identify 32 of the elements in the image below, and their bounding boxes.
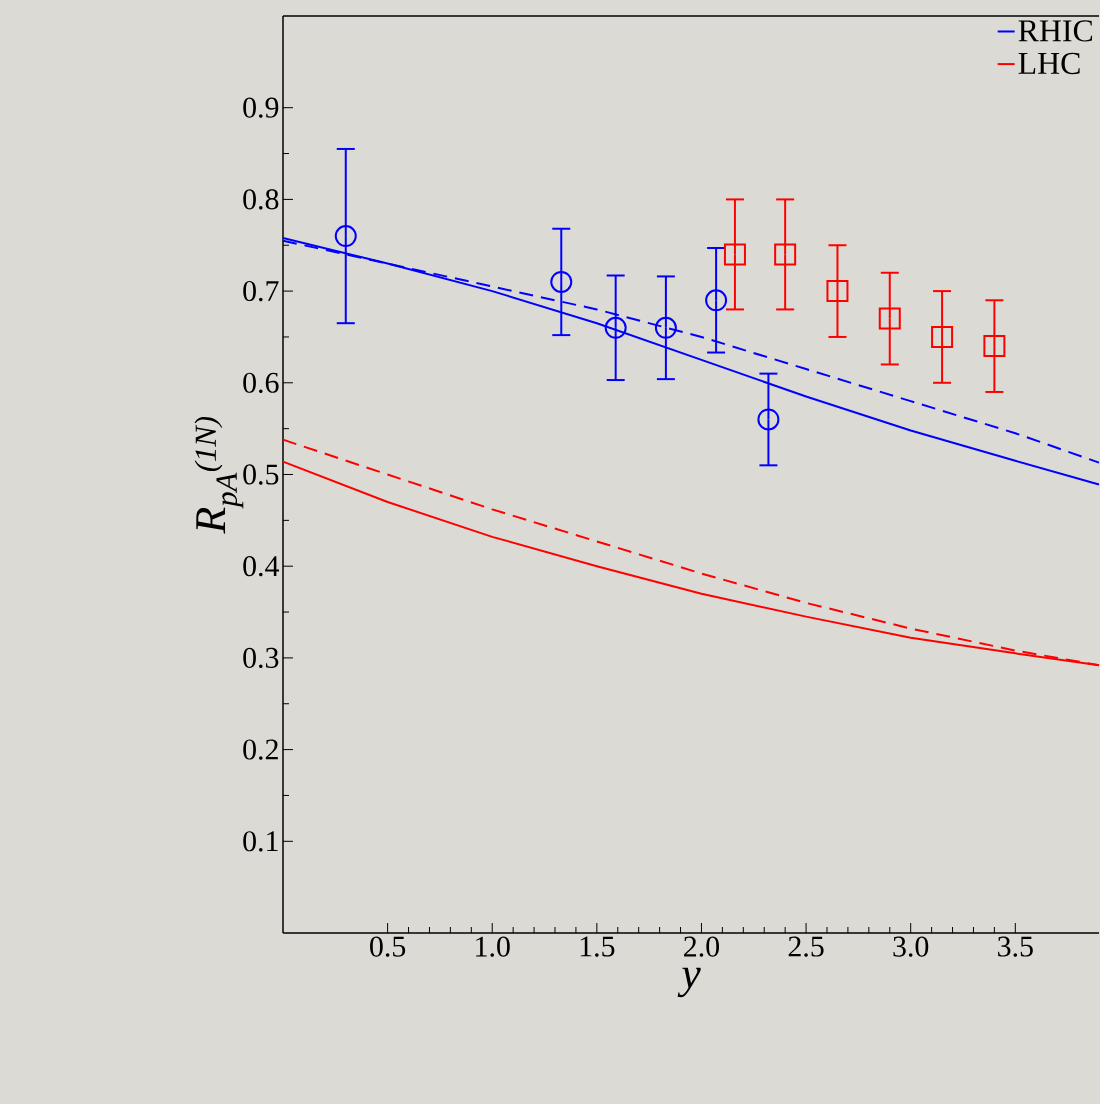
y-tick-label: 0.7 <box>243 280 279 302</box>
x-axis-title: y <box>677 967 701 998</box>
y-tick-label: 0.2 <box>243 739 278 760</box>
point <box>723 243 746 266</box>
y-tick-label: 0.1 <box>243 831 278 852</box>
point <box>878 307 901 330</box>
y-axis-title: R$_{pA}$(1N) <box>194 416 244 534</box>
y-tick-label: 0.3 <box>243 647 279 669</box>
y-tick-label: 0.6 <box>243 372 279 393</box>
point <box>931 325 954 348</box>
point <box>604 316 627 339</box>
point <box>550 270 573 293</box>
x-tick-label: 2.0 <box>684 936 720 957</box>
x-tick-label: 1.0 <box>476 936 510 957</box>
point <box>983 335 1006 358</box>
point <box>334 225 357 248</box>
x-tick-label: 1.5 <box>580 936 615 957</box>
legend-label: LHC <box>1018 52 1080 75</box>
point <box>826 280 849 303</box>
x-tick-label: 2.5 <box>788 936 824 957</box>
point <box>705 289 728 312</box>
point <box>757 408 780 431</box>
x-tick-label: 3.5 <box>998 936 1033 957</box>
legend-label: RHIC <box>1018 20 1093 42</box>
y-tick-label: 0.8 <box>243 189 279 210</box>
x-tick-label: 3.0 <box>893 936 929 957</box>
y-tick-label: 0.9 <box>243 97 279 118</box>
point <box>774 243 797 266</box>
y-tick-label: 0.4 <box>243 556 280 577</box>
point <box>654 316 677 339</box>
y-tick-label: 0.5 <box>243 464 279 485</box>
x-tick-label: 0.5 <box>370 936 406 957</box>
